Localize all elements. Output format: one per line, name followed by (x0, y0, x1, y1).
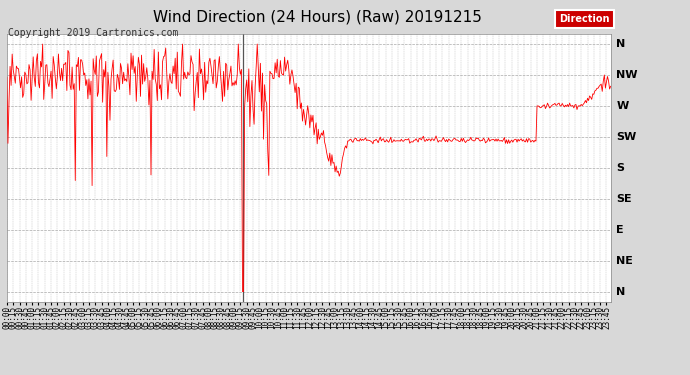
Text: Copyright 2019 Cartronics.com: Copyright 2019 Cartronics.com (8, 28, 179, 38)
Text: N: N (616, 286, 625, 297)
Text: NE: NE (616, 256, 633, 266)
Text: Wind Direction (24 Hours) (Raw) 20191215: Wind Direction (24 Hours) (Raw) 20191215 (153, 9, 482, 24)
Text: N: N (616, 39, 625, 49)
Text: Direction: Direction (560, 14, 610, 24)
Text: S: S (616, 163, 624, 173)
Text: E: E (616, 225, 624, 235)
Text: NW: NW (616, 70, 638, 80)
Text: SW: SW (616, 132, 636, 142)
Text: SE: SE (616, 194, 632, 204)
Text: W: W (616, 101, 629, 111)
